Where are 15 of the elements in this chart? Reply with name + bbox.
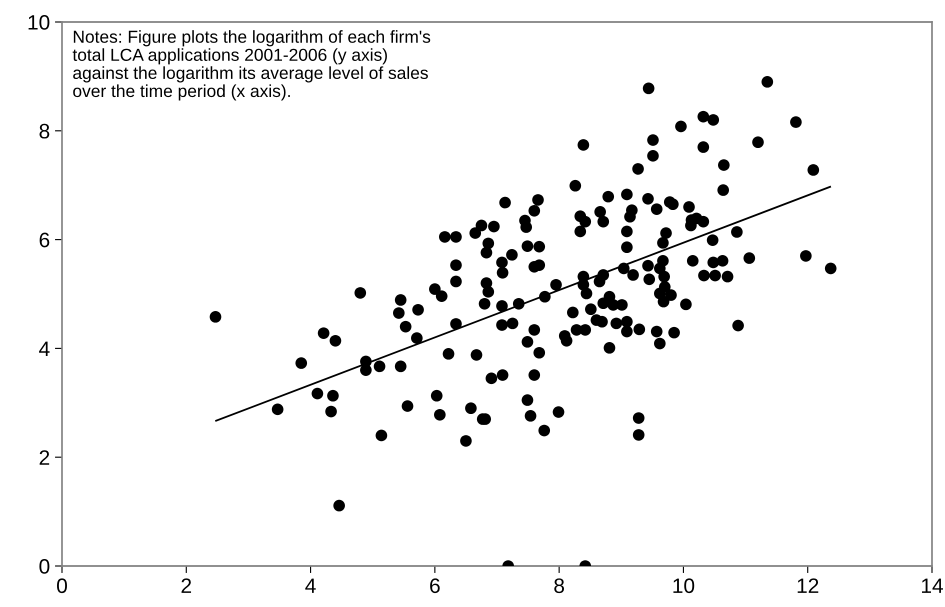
x-tick-label: 4 bbox=[305, 578, 316, 593]
x-tick-label: 12 bbox=[798, 578, 818, 593]
y-tick-label: 10 bbox=[28, 15, 50, 30]
annotation: Notes: Figure plots the logarithm of each firm's total LCA applications 2001-2006 (y axis) against the logarithm its average level of sales over the time period (x axis). bbox=[72, 30, 430, 101]
y-tick-label: 2 bbox=[40, 450, 50, 465]
y-tick-label: 8 bbox=[40, 124, 50, 139]
x-tick-label: 6 bbox=[430, 578, 440, 594]
x-tick-label: 14 bbox=[922, 578, 943, 593]
x-tick-label: 8 bbox=[554, 578, 564, 594]
y-tick-label: 0 bbox=[39, 559, 50, 574]
x-tick-label: 2 bbox=[182, 578, 192, 593]
x-tick-label: 0 bbox=[57, 578, 67, 594]
y-tick-label: 6 bbox=[40, 232, 50, 248]
y-tick-label: 4 bbox=[39, 342, 50, 356]
x-tick-label: 10 bbox=[673, 578, 694, 594]
